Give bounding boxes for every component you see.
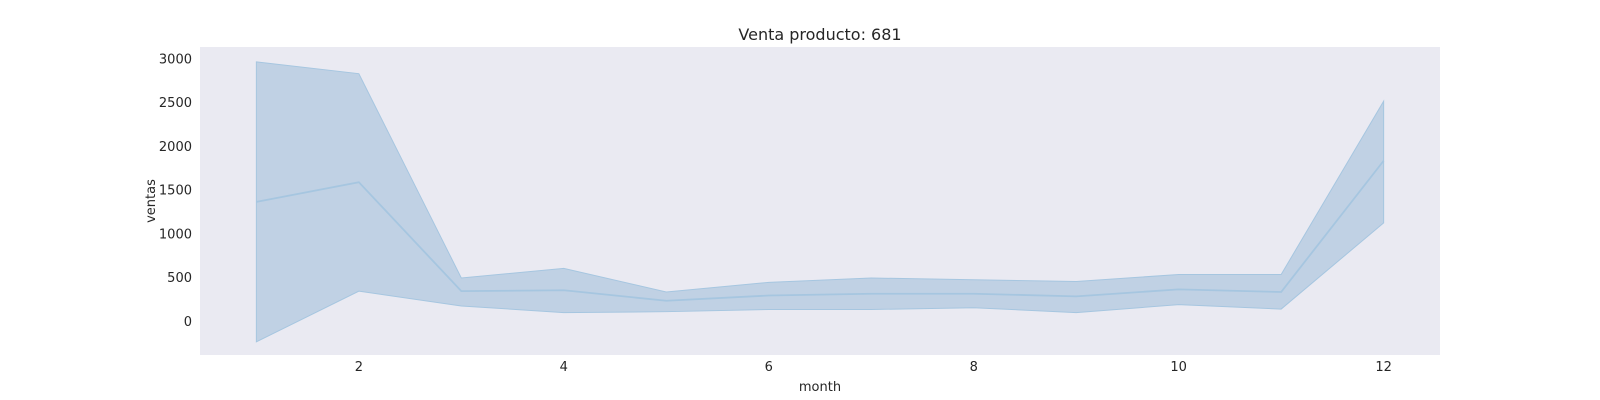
y-tick-label: 2000 [159, 140, 192, 155]
series-line-layer [256, 160, 1385, 302]
chart-title: Venta producto: 681 [738, 25, 901, 44]
y-tick-label: 1500 [159, 184, 192, 199]
x-tick-label: 2 [355, 360, 363, 375]
y-tick-label: 2500 [159, 96, 192, 111]
y-tick-label: 500 [167, 271, 192, 286]
y-tick-label: 0 [184, 315, 192, 330]
y-axis-label: ventas [144, 179, 159, 223]
confidence-band [255, 61, 1385, 343]
x-tick-labels: 2 4 6 8 10 12 [355, 360, 1392, 375]
series-line [256, 160, 1385, 302]
x-tick-label: 12 [1375, 360, 1392, 375]
confidence-band-layer [255, 61, 1385, 343]
x-tick-label: 8 [970, 360, 978, 375]
x-tick-label: 10 [1170, 360, 1187, 375]
y-tick-label: 3000 [159, 52, 192, 67]
y-tick-label: 1000 [159, 227, 192, 242]
y-tick-labels: 0 500 1000 1500 2000 2500 3000 [159, 52, 192, 330]
x-tick-label: 4 [560, 360, 568, 375]
x-axis-label: month [799, 380, 841, 395]
x-tick-label: 6 [765, 360, 773, 375]
